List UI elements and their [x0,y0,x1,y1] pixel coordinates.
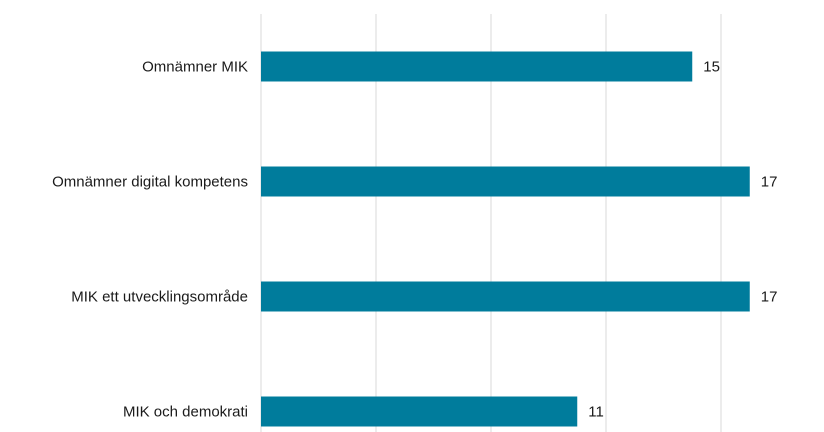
category-label-3: MIK och demokrati [123,404,248,421]
gridlines [260,14,722,432]
category-label-0: Omnämner MIK [142,59,248,76]
bar-3 [261,396,578,427]
value-label-0: 15 [703,59,720,76]
bar-0 [261,51,693,82]
bars [261,51,750,427]
value-label-2: 17 [761,289,778,306]
bar-1 [261,166,750,197]
value-label-3: 11 [588,404,604,421]
category-labels: Omnämner MIK Omnämner digital kompetens MI… [52,59,248,421]
category-label-1: Omnämner digital kompetens [52,174,248,191]
category-label-2: MIK ett utvecklingsområde [71,289,248,306]
bar-2 [261,281,750,312]
value-label-1: 17 [761,174,778,191]
value-labels: 15 17 17 11 [588,59,777,421]
